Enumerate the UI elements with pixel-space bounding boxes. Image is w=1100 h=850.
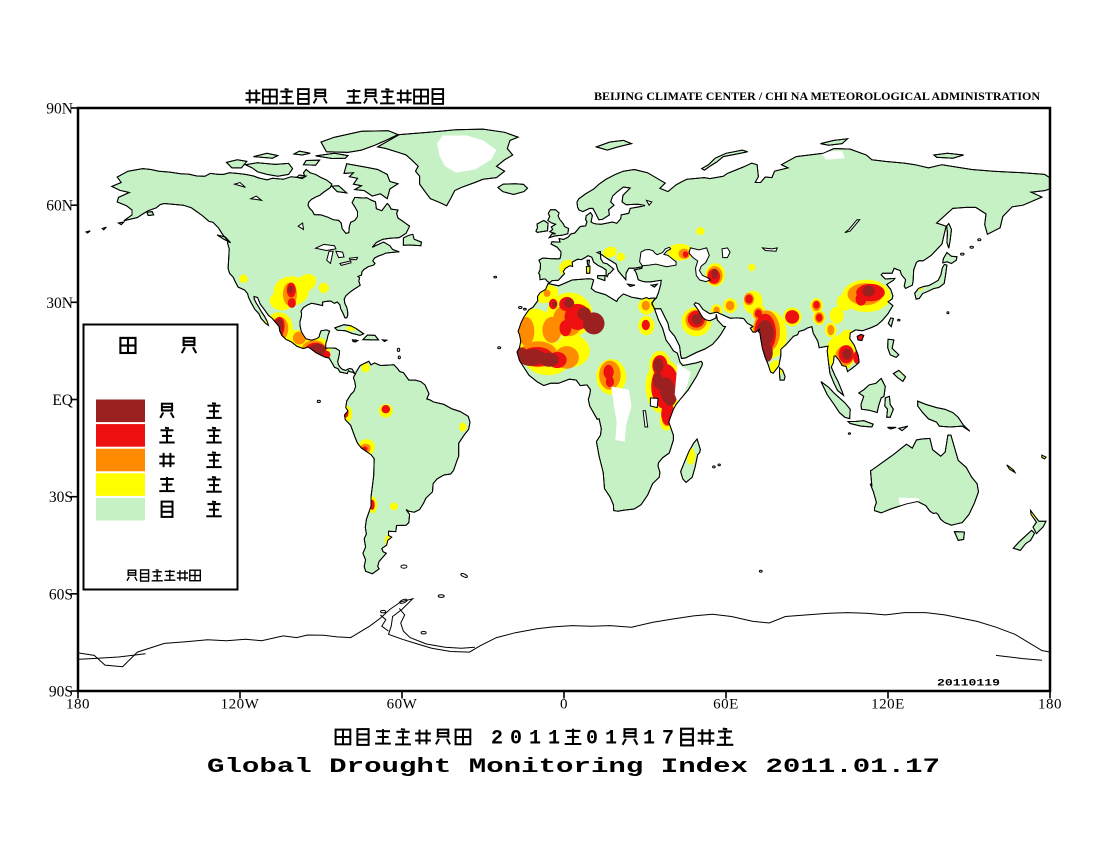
svg-text:1: 1 (643, 728, 655, 751)
svg-text:90S: 90S (49, 684, 73, 701)
svg-text:30N: 30N (46, 295, 73, 312)
svg-text:90N: 90N (46, 101, 73, 118)
svg-text:Global Drought Monitoring Inde: Global Drought Monitoring Index 2011.01.… (207, 756, 940, 779)
svg-text:60S: 60S (49, 586, 73, 603)
svg-text:1: 1 (529, 728, 541, 751)
svg-text:120W: 120W (221, 697, 260, 713)
svg-text:7: 7 (662, 728, 674, 751)
svg-text:60N: 60N (46, 198, 73, 215)
svg-text:60W: 60W (387, 697, 418, 713)
svg-text:60E: 60E (713, 697, 739, 713)
svg-text:0: 0 (560, 697, 568, 713)
svg-text:180: 180 (66, 697, 90, 713)
svg-text:0: 0 (586, 728, 598, 751)
svg-text:BEIJING CLIMATE CENTER / CHI N: BEIJING CLIMATE CENTER / CHI NA METEOROL… (594, 89, 1040, 103)
svg-text:1: 1 (605, 728, 617, 751)
svg-text:2: 2 (491, 728, 503, 751)
svg-text:0: 0 (510, 728, 522, 751)
svg-text:EQ: EQ (52, 392, 73, 409)
svg-text:120E: 120E (871, 697, 905, 713)
svg-text:1: 1 (548, 728, 560, 751)
svg-text:180: 180 (1038, 697, 1062, 713)
svg-text:20110119: 20110119 (937, 678, 1000, 690)
svg-text:30S: 30S (49, 489, 73, 506)
